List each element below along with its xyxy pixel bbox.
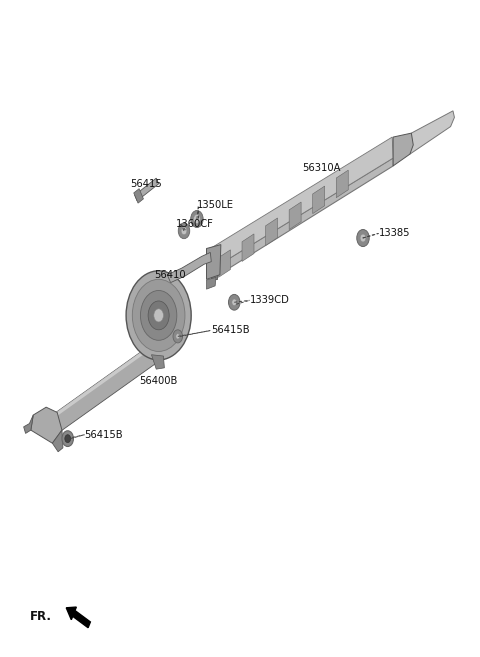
Polygon shape <box>289 202 301 229</box>
Circle shape <box>126 271 191 360</box>
Polygon shape <box>242 234 254 261</box>
Circle shape <box>62 431 73 447</box>
Polygon shape <box>50 331 177 434</box>
Circle shape <box>178 223 190 238</box>
Circle shape <box>181 227 187 235</box>
Polygon shape <box>167 252 211 283</box>
Polygon shape <box>410 111 455 154</box>
Circle shape <box>148 301 169 330</box>
Text: 56400B: 56400B <box>140 376 178 386</box>
Polygon shape <box>210 137 393 269</box>
Text: FR.: FR. <box>29 610 51 623</box>
Text: 56410: 56410 <box>154 270 185 280</box>
Circle shape <box>232 299 237 306</box>
Polygon shape <box>211 158 393 279</box>
Circle shape <box>191 210 203 227</box>
FancyArrow shape <box>66 607 90 627</box>
Text: 1350LE: 1350LE <box>197 200 234 210</box>
Polygon shape <box>206 244 221 279</box>
Polygon shape <box>50 331 171 420</box>
Polygon shape <box>312 186 324 214</box>
Text: 13385: 13385 <box>379 229 410 238</box>
Circle shape <box>65 435 71 443</box>
Circle shape <box>228 294 240 310</box>
Circle shape <box>173 330 182 343</box>
Circle shape <box>141 290 177 340</box>
Polygon shape <box>211 246 217 279</box>
Circle shape <box>132 279 185 351</box>
Text: 56415B: 56415B <box>84 430 123 440</box>
Circle shape <box>193 214 200 223</box>
Polygon shape <box>134 189 144 203</box>
Polygon shape <box>336 170 348 198</box>
Circle shape <box>357 229 369 246</box>
Circle shape <box>154 309 163 322</box>
Polygon shape <box>265 218 277 246</box>
Polygon shape <box>135 178 159 201</box>
Circle shape <box>360 234 366 242</box>
Polygon shape <box>31 407 62 443</box>
Circle shape <box>176 334 180 339</box>
Polygon shape <box>206 277 216 289</box>
Text: 1339CD: 1339CD <box>250 295 289 306</box>
Polygon shape <box>393 133 413 166</box>
Text: 1360CF: 1360CF <box>175 219 213 229</box>
Polygon shape <box>52 430 63 452</box>
Text: 56415B: 56415B <box>211 325 250 336</box>
Text: 56415: 56415 <box>130 179 162 189</box>
Polygon shape <box>24 415 33 434</box>
Text: 56310A: 56310A <box>302 163 341 173</box>
Polygon shape <box>218 250 230 277</box>
Polygon shape <box>152 355 164 369</box>
